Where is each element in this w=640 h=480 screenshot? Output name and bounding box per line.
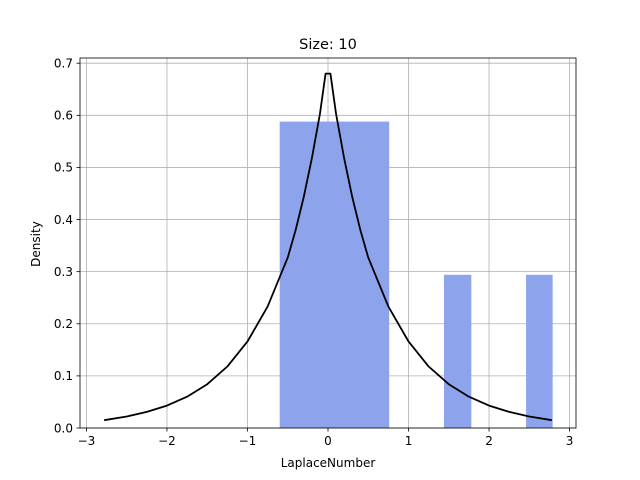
x-axis-label: LaplaceNumber [281,456,376,470]
histogram-bars [279,121,553,429]
chart-title: Size: 10 [299,37,357,53]
x-tick-label: 1 [405,434,413,448]
x-tick-label: 2 [485,434,493,448]
y-tick-label: 0.5 [54,161,73,175]
y-axis-label: Density [29,221,43,267]
histogram-bar [443,274,472,428]
histogram-bar [279,121,390,429]
y-tick-label: 0.4 [54,213,73,227]
y-tick-label: 0.6 [54,109,73,123]
x-tick-label: 0 [324,434,332,448]
y-tick-label: 0.7 [54,57,73,71]
y-tick-label: 0.0 [54,421,73,435]
pdf-curve-layer [104,72,552,422]
x-tick-label: −1 [239,434,257,448]
y-tick-label: 0.1 [54,369,73,383]
x-tick-label: −2 [158,434,176,448]
y-tick-label: 0.3 [54,265,73,279]
pdf-curve [104,72,552,422]
x-tick-label: −3 [78,434,96,448]
x-tick-label: 3 [566,434,574,448]
y-tick-label: 0.2 [54,317,73,331]
ticks-layer: −3 −2 −1 0 1 2 3 0.0 0.1 0.2 0.3 0.4 0.5 0.6 0.7 [54,57,573,448]
histogram-bar [526,274,553,428]
